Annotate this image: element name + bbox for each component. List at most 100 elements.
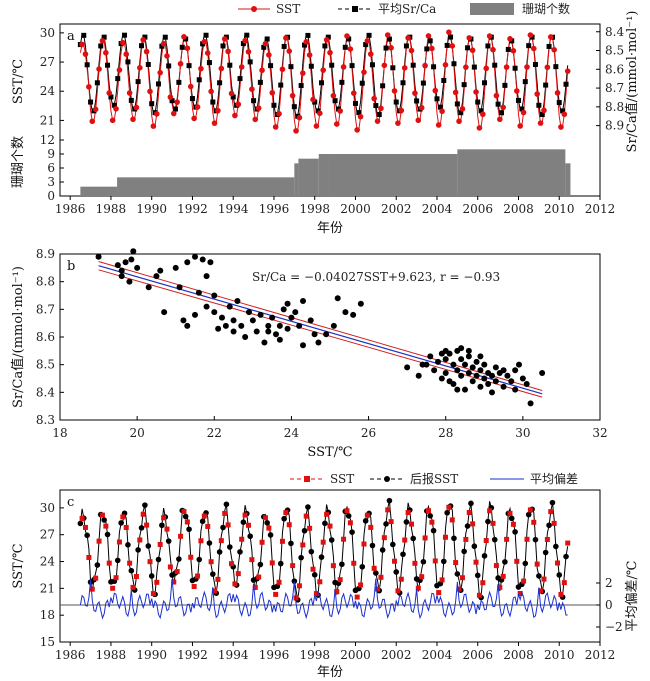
sst-point [290,563,296,569]
scatter-point [128,256,135,263]
srca-point [475,99,481,105]
hindcast-point [77,520,84,527]
sst-point [432,87,439,94]
sst-point [534,561,540,567]
sst-point [439,108,445,115]
sst-point [354,594,360,600]
coral-count-bar [328,154,458,196]
sst-point [86,554,92,560]
srca-point [142,34,148,40]
sst-point [402,537,408,543]
sst-point [313,123,320,129]
hindcast-point [223,501,230,508]
srca-point [81,32,87,38]
coral-count-bar [318,154,329,196]
legend-srca-marker [352,6,358,12]
sst-point [303,513,309,519]
sst-point [198,65,204,72]
srca-point [240,41,246,47]
sst-point [374,118,381,124]
x-tick-label: 24 [284,426,300,440]
sst-point [459,575,465,581]
scatter-point [438,350,445,357]
sst-point [255,105,262,111]
hindcast-point [210,571,216,577]
scatter-point [253,328,260,335]
scatter-point [161,309,168,316]
srca-point [410,62,416,68]
sst-point [551,46,557,53]
sst-point [547,34,554,40]
sst-point [208,559,214,565]
scatter-point [342,309,349,316]
sst-point [99,512,105,518]
y-axis-label-count: 珊瑚个数 [11,136,26,188]
scatter-point [465,353,472,360]
coral-count-bar [565,163,571,196]
sst-point [558,124,564,130]
sst-point [554,90,561,96]
hindcast-point [328,537,335,543]
scatter-point [276,336,283,343]
srca-point [179,44,185,50]
sst-point [381,62,388,69]
scatter-point [465,369,472,376]
sst-point [286,48,293,54]
srca-point [363,42,369,48]
x-tick-label: 1994 [218,202,249,216]
sst-point [446,29,452,35]
scatter-point [195,289,202,296]
srca-point [230,94,236,100]
scatter-point [269,314,276,321]
hindcast-point [125,542,131,548]
sst-point [405,35,411,41]
sst-point [487,508,493,514]
sst-point [218,65,225,72]
hindcast-point [444,509,450,516]
sst-point [303,39,310,45]
sst-point [507,36,513,42]
sst-point [473,89,479,95]
scatter-point [454,367,461,374]
hindcast-point [512,529,518,535]
srca-point [217,80,223,86]
srca-point [454,101,460,107]
x-tick-label: 2008 [503,648,534,662]
sst-point [313,591,319,597]
coral-count-bar [298,158,319,196]
hindcast-point [400,551,406,558]
sst-point [483,538,489,544]
y-tick-label: 8.4 [36,385,55,399]
scatter-point [404,364,411,371]
sst-tick-label: 30 [40,26,55,40]
x-tick-label: 1992 [177,202,208,216]
sst-point [429,519,435,525]
hindcast-point [373,570,379,576]
y-axis-label-sst: SST/℃ [11,543,26,588]
hindcast-point [430,527,437,534]
sst-point [357,113,364,120]
hindcast-point [461,548,467,555]
sst-point [89,586,95,592]
sst-point [507,510,513,516]
x-tick-label: 2008 [503,202,534,216]
srca-point [424,46,430,52]
scatter-point [415,372,422,379]
sst-point [150,591,156,597]
sst-point [259,67,265,74]
srca-point [169,98,175,104]
sst-point [229,561,235,567]
hindcast-point [84,532,90,539]
scatter-point [249,317,256,324]
sst-point [524,64,530,70]
sst-point [371,565,377,571]
sst-point [283,510,289,516]
sst-point [514,558,520,564]
sst-point [350,90,357,96]
sst-point [167,564,173,570]
x-tick-label: 1998 [299,648,330,662]
sst-line [79,31,569,132]
x-tick-label: 2004 [422,648,453,662]
scatter-point [512,386,519,393]
